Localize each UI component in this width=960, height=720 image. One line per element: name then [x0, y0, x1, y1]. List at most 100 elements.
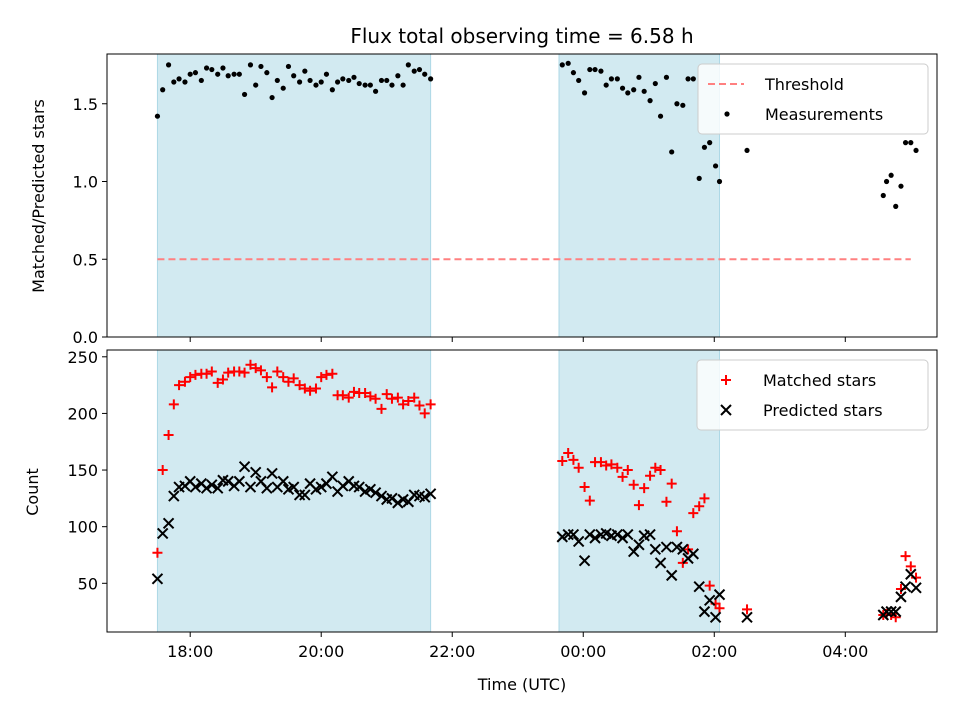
measurement-point [880, 192, 886, 199]
matched-point [305, 385, 316, 396]
matched-point [398, 399, 409, 410]
measurement-point [231, 71, 237, 77]
matched-point [568, 454, 579, 465]
measurement-point [236, 71, 242, 77]
predicted-point [424, 488, 437, 500]
matched-point [365, 391, 376, 402]
measurement-point [696, 175, 702, 181]
matched-point [157, 465, 168, 476]
predicted-point [572, 535, 585, 548]
matched-point [261, 372, 272, 383]
predicted-point [910, 582, 922, 594]
legend-matched-swatch [721, 375, 731, 385]
shaded-interval [558, 53, 721, 338]
measurement-point [241, 91, 248, 98]
measurement-point [559, 62, 565, 68]
y-tick-label: 1.5 [73, 95, 98, 114]
matched-point [645, 470, 656, 481]
y-tick-label: 1.0 [73, 173, 98, 192]
matched-point [579, 482, 590, 493]
measurement-point [657, 113, 664, 119]
matched-point [595, 457, 606, 468]
matched-point [911, 572, 922, 583]
predicted-point [287, 481, 300, 493]
measurement-point [269, 94, 275, 101]
matched-point [370, 393, 381, 404]
measurement-point [296, 79, 303, 85]
measurement-point [313, 82, 319, 88]
measurement-point [389, 82, 395, 88]
matched-point [179, 376, 190, 387]
measurement-point [669, 149, 675, 155]
measurement-point [154, 113, 161, 119]
predicted-point [392, 497, 404, 509]
measurement-point [307, 77, 313, 84]
matched-point [742, 604, 753, 615]
predicted-point [709, 611, 722, 623]
predicted-point [369, 486, 382, 499]
predicted-point [649, 543, 662, 556]
predicted-point [905, 568, 917, 580]
matched-point [650, 462, 661, 473]
matched-point [212, 377, 223, 388]
measurement-point [346, 77, 352, 84]
matched-point [699, 493, 710, 504]
measurement-point [647, 98, 653, 104]
predicted-point [200, 482, 213, 494]
matched-point [403, 395, 414, 406]
measurement-point [888, 172, 894, 178]
predicted-point [885, 605, 897, 618]
measurement-point [411, 68, 417, 74]
matched-point [337, 390, 348, 401]
measurement-point [631, 87, 637, 93]
y-tick-label: 100 [67, 518, 98, 537]
matched-point [168, 399, 179, 410]
predicted-point [206, 479, 218, 491]
matched-point [217, 374, 228, 385]
matched-point [628, 479, 639, 490]
predicted-point [419, 491, 431, 503]
measurement-point [883, 178, 890, 185]
measurement-point [253, 82, 259, 88]
measurement-point [209, 66, 215, 73]
predicted-point [890, 605, 902, 618]
matched-point [573, 462, 584, 473]
measurement-point [416, 66, 423, 73]
matched-point [557, 455, 568, 466]
measurement-point [302, 68, 308, 74]
predicted-point [315, 481, 327, 493]
measurement-point [608, 76, 615, 82]
measurement-point [898, 183, 904, 189]
measurement-point [680, 102, 686, 108]
measurement-point [285, 63, 292, 70]
matched-point [152, 547, 163, 558]
predicted-point [189, 481, 202, 493]
predicted-point [584, 528, 596, 541]
measurement-point [619, 85, 626, 91]
measurement-point [182, 79, 188, 85]
legend-predicted-swatch [720, 404, 732, 416]
matched-point [694, 501, 705, 512]
measurement-point [636, 74, 642, 80]
measurement-point [712, 163, 719, 169]
measurement-point [384, 77, 390, 84]
measurement-point [422, 71, 428, 77]
measurement-point [329, 87, 335, 93]
measurement-point [356, 80, 362, 87]
measurement-point [716, 178, 723, 185]
matched-point [890, 612, 901, 623]
measurement-point [165, 62, 172, 68]
bottom-legend: Matched stars Predicted stars [696, 359, 929, 431]
matched-point [163, 429, 174, 440]
measurement-point [171, 79, 177, 85]
measurement-point [372, 88, 379, 94]
matched-point [606, 459, 617, 470]
measurement-point [187, 71, 193, 77]
legend-box [697, 63, 929, 135]
predicted-point [627, 545, 640, 558]
legend-measurements-swatch [724, 111, 730, 117]
matched-point [905, 561, 916, 572]
measurement-point [225, 73, 231, 79]
matched-point [414, 400, 425, 411]
legend-measurements-label: Measurements [765, 105, 883, 124]
